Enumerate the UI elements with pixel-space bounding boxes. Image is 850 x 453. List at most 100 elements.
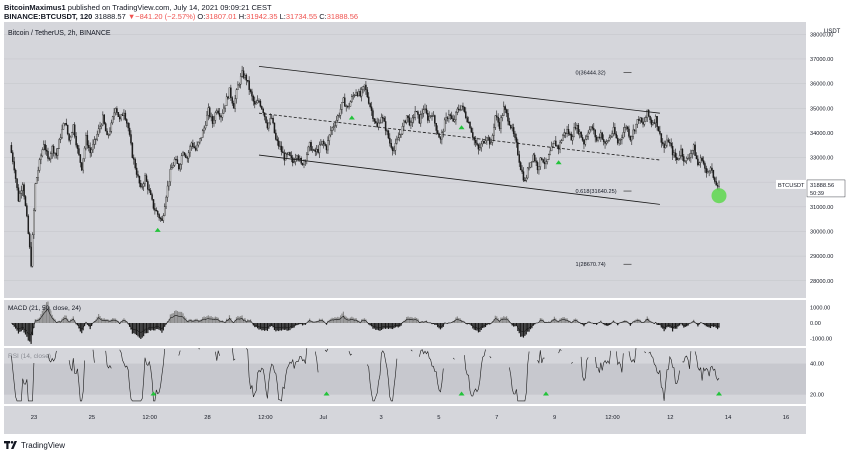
- candle-body: [660, 133, 663, 143]
- footer-brand[interactable]: TradingView: [21, 440, 66, 450]
- candle-body: [154, 208, 156, 211]
- candle-body: [684, 160, 686, 162]
- candle-body: [30, 246, 32, 267]
- candle-body: [293, 161, 295, 163]
- candle-body: [609, 135, 612, 138]
- macd-tick-label: -1000.00: [810, 336, 832, 342]
- macd-pane[interactable]: [11, 301, 720, 344]
- candle-body: [175, 158, 177, 161]
- candle-body: [483, 140, 485, 144]
- chart-svg[interactable]: 0(36444.32) 0.618(31640.25) 1(28670.74) 28…: [4, 22, 846, 434]
- rsi-divergence-marker-icon: [150, 391, 157, 396]
- candle-body: [524, 180, 526, 182]
- candle-body: [230, 87, 232, 98]
- candle-body: [578, 131, 581, 134]
- candle-body: [670, 142, 672, 147]
- candle-body: [34, 183, 37, 211]
- candle-body: [428, 115, 430, 121]
- candle-body: [176, 159, 179, 164]
- candle-body: [526, 167, 529, 179]
- candle-body: [137, 174, 139, 177]
- chart-container[interactable]: 0(36444.32) 0.618(31640.25) 1(28670.74) 28…: [4, 22, 846, 434]
- price-pane[interactable]: 0(36444.32) 0.618(31640.25) 1(28670.74): [10, 65, 727, 268]
- price-tag-countdown: 50:39: [810, 191, 824, 197]
- candle-body: [562, 135, 564, 141]
- candle-body: [225, 96, 228, 106]
- candle-body: [221, 113, 224, 118]
- candle-body: [417, 111, 419, 115]
- candle-body: [690, 153, 692, 158]
- y-axis-unit: USDT: [824, 29, 841, 35]
- candle-body: [287, 152, 290, 155]
- symbol-info[interactable]: BINANCE:BTCUSDT, 120: [4, 12, 93, 21]
- candle-body: [643, 121, 646, 125]
- candle-body: [671, 145, 674, 156]
- candle-body: [355, 92, 357, 96]
- candle-body: [555, 140, 557, 147]
- candle-body: [126, 119, 128, 124]
- candle-body: [297, 155, 300, 160]
- candle-body: [699, 157, 702, 163]
- candle-body: [487, 137, 490, 139]
- candle-body: [216, 110, 218, 113]
- candle-body: [318, 144, 321, 153]
- candle-body: [429, 115, 432, 117]
- candle-body: [414, 110, 416, 118]
- candle-body: [507, 113, 509, 122]
- candle-body: [604, 141, 606, 144]
- open-value: 31807.01: [205, 12, 237, 21]
- candle-body: [96, 133, 98, 140]
- candle-body: [462, 105, 464, 108]
- candle-body: [73, 124, 76, 137]
- candle-body: [460, 105, 463, 110]
- candle-body: [688, 157, 691, 159]
- candle-body: [486, 137, 488, 141]
- candle-body: [709, 167, 712, 172]
- candle-body: [306, 154, 308, 161]
- candle-body: [586, 136, 588, 140]
- candle-body: [583, 140, 585, 145]
- candle-body: [232, 103, 235, 109]
- candle-body: [403, 120, 405, 127]
- candle-body: [677, 157, 679, 161]
- candle-body: [24, 196, 27, 206]
- candle-body: [59, 137, 62, 140]
- footer: TradingView: [4, 438, 65, 452]
- author-name[interactable]: BitcoinMaximus1: [4, 3, 66, 12]
- candle-body: [642, 121, 644, 125]
- candle-body: [114, 108, 117, 114]
- candle-body: [505, 109, 508, 114]
- candle-body: [360, 89, 363, 97]
- candle-body: [286, 153, 288, 155]
- candle-body: [249, 89, 252, 92]
- fib-level-label: 0.618(31640.25): [576, 189, 617, 195]
- candle-body: [626, 126, 629, 130]
- symbol-tag-bg: [776, 179, 806, 189]
- candle-body: [301, 163, 304, 166]
- channel-lower-line: [258, 154, 660, 205]
- time-tick-label: 9: [553, 415, 556, 421]
- rsi-pane[interactable]: [4, 348, 806, 402]
- candle-body: [511, 127, 513, 129]
- candle-body: [21, 184, 24, 192]
- candle-body: [616, 137, 619, 144]
- candle-body: [284, 153, 287, 161]
- rsi-divergence-marker-icon: [716, 391, 722, 396]
- candle-body: [349, 101, 352, 107]
- price-tick-label: 29000.00: [810, 254, 833, 260]
- candle-body: [476, 142, 478, 145]
- candle-body: [445, 117, 447, 121]
- candle-body: [110, 122, 113, 132]
- candle-body: [90, 149, 93, 154]
- candle-body: [14, 169, 17, 179]
- candle-body: [31, 234, 34, 267]
- candle-body: [503, 106, 505, 116]
- candle-body: [481, 140, 484, 145]
- candle-body: [597, 136, 599, 141]
- candle-body: [692, 144, 695, 151]
- candle-body: [706, 171, 709, 174]
- candle-body: [652, 122, 654, 125]
- candle-body: [669, 142, 671, 144]
- candle-body: [400, 133, 402, 135]
- price-tick-label: 31000.00: [810, 205, 833, 211]
